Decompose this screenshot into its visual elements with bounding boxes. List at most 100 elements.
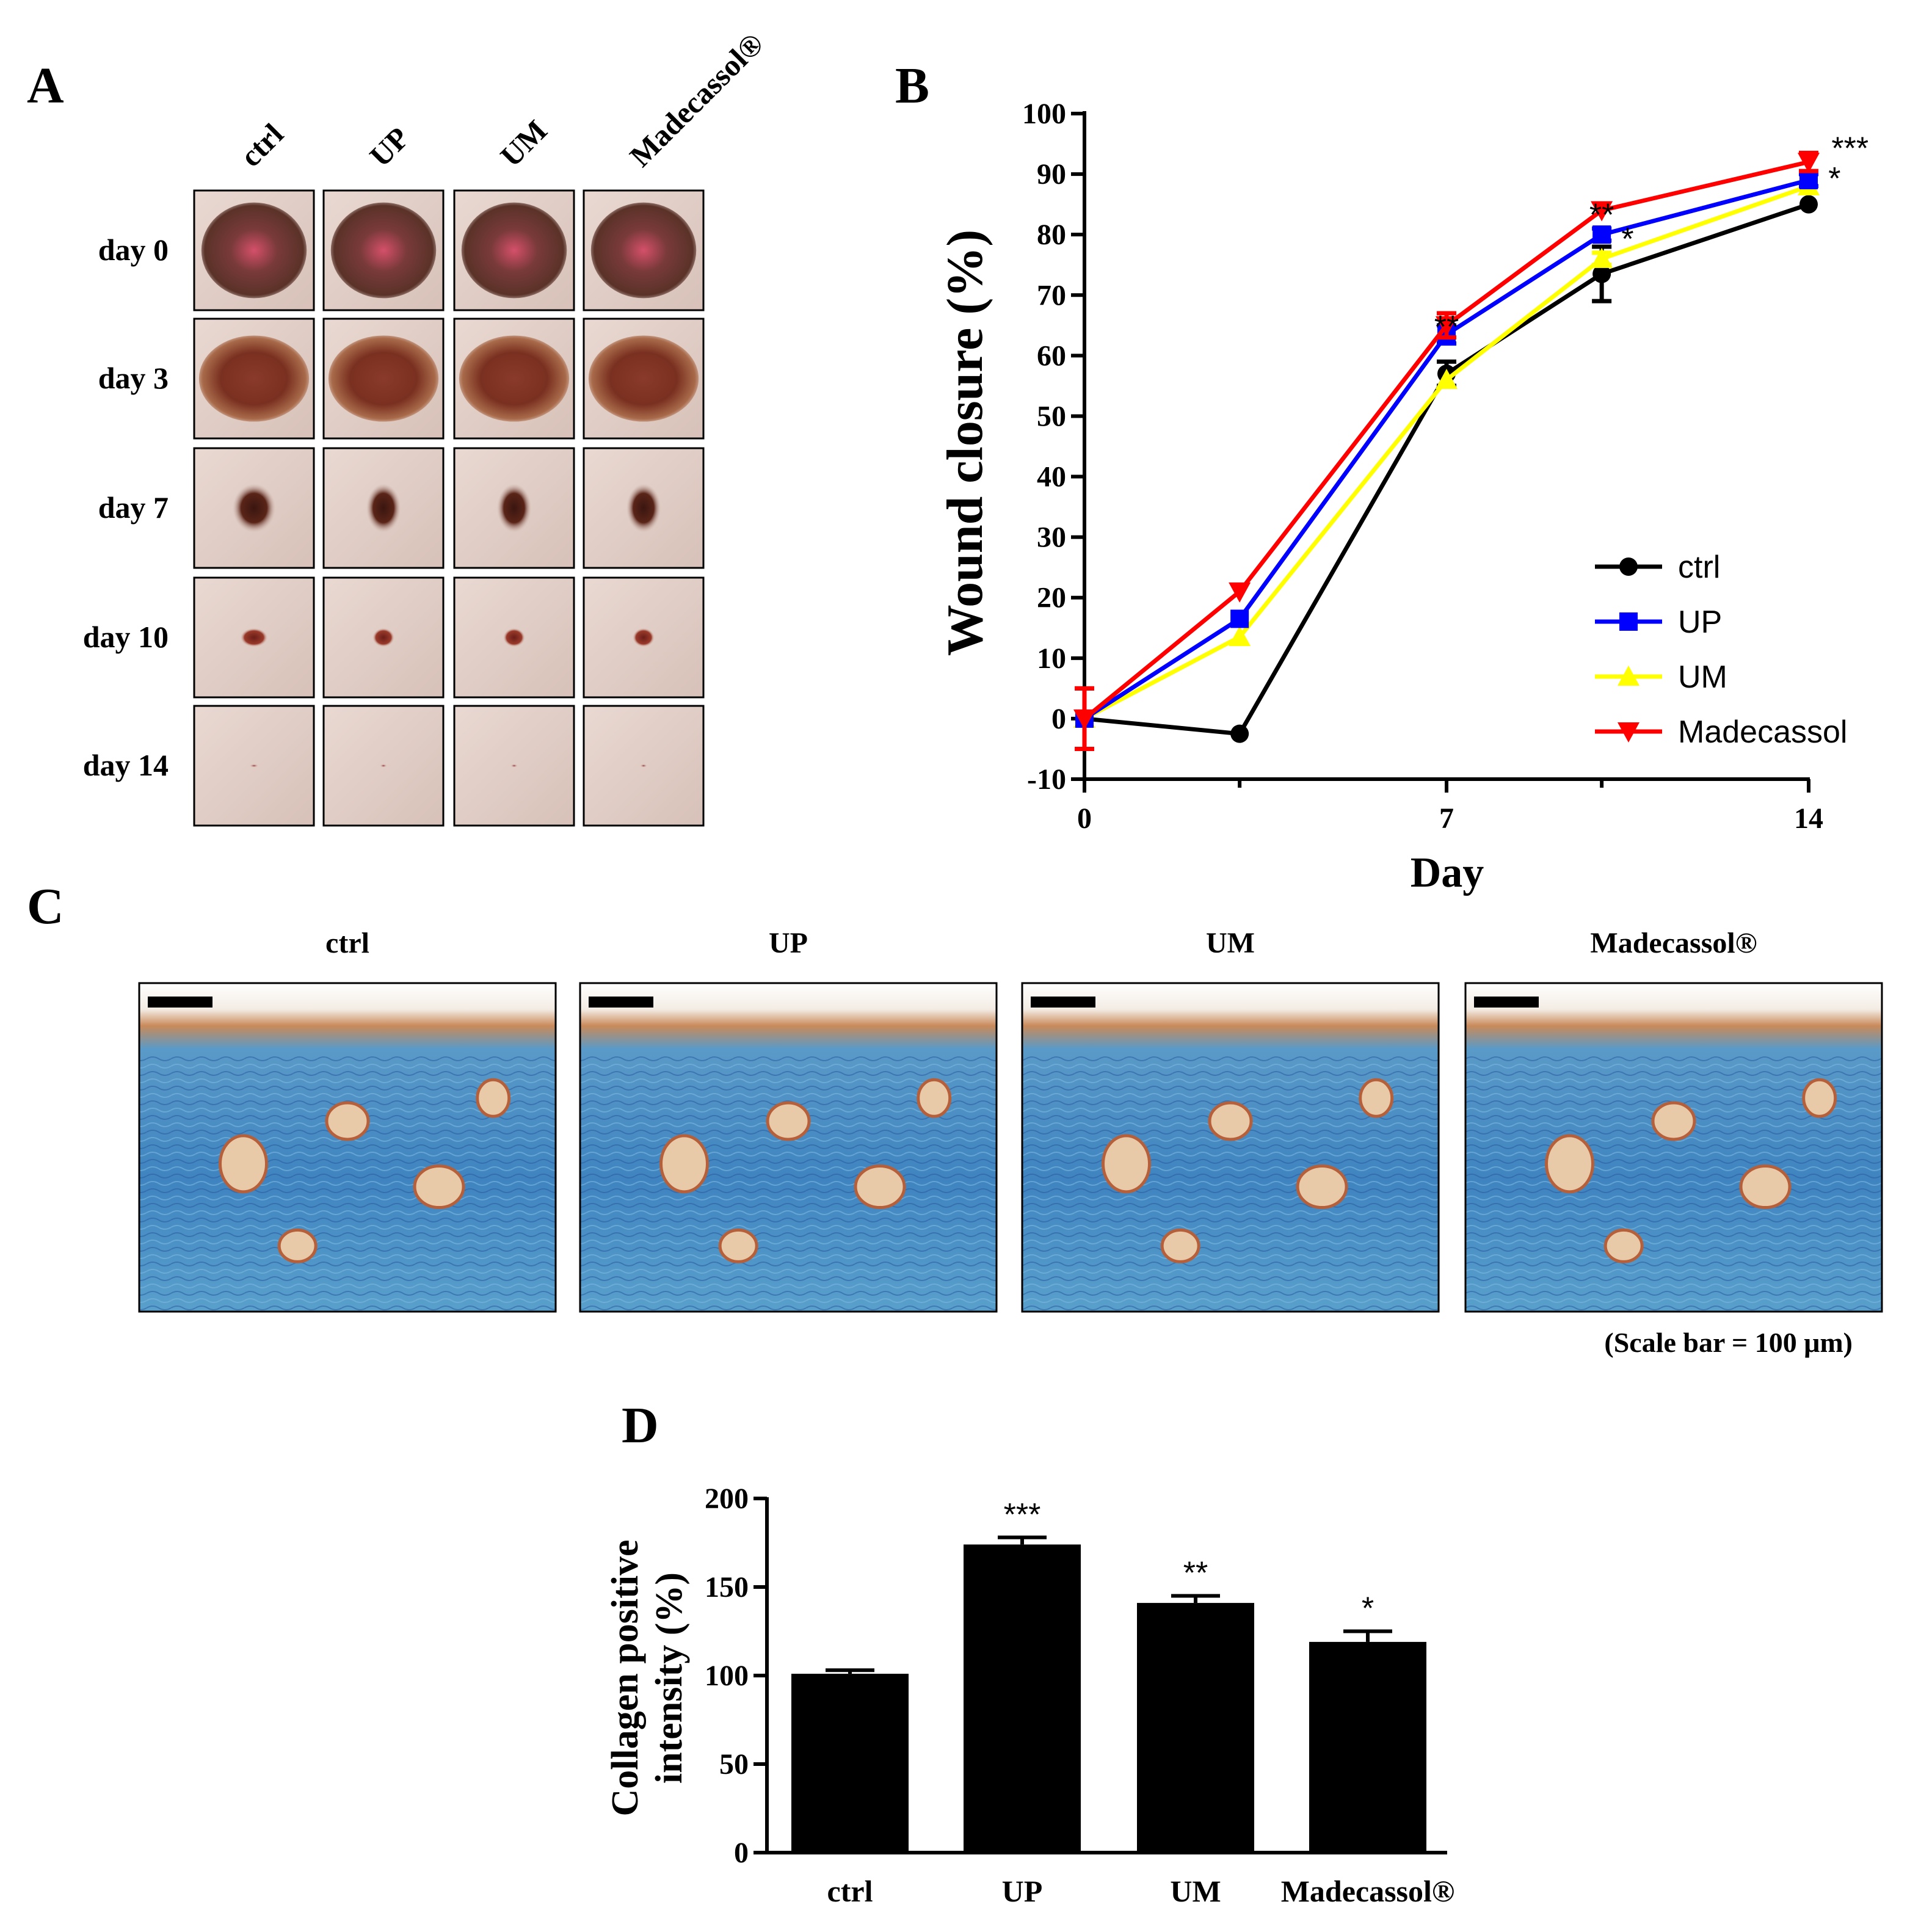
significance-mark: **: [1434, 310, 1459, 345]
wound-photo-day-10-um: [453, 576, 575, 699]
y-tick-label: 20: [1037, 582, 1066, 614]
row-label-day-14: day 14: [83, 748, 169, 782]
column-header-um: UM: [493, 113, 554, 173]
wound-photo-day-7-madecassol: [583, 447, 705, 569]
histology-title-ctrl: ctrl: [325, 927, 369, 959]
y-tick-label: 30: [1037, 521, 1066, 554]
histology-title-um: UM: [1206, 927, 1255, 959]
series-line-ctrl: [1084, 202, 1810, 736]
collagen-bar-chart: 0 50 100 150 200 ctrl *** UP ** UM * Madecassol® C…: [605, 1483, 1454, 1908]
significance-mark: *: [1362, 1591, 1374, 1627]
x-tick-label: 7: [1439, 802, 1454, 835]
legend-item-up: UP: [1595, 605, 1722, 640]
significance-mark: ***: [1004, 1497, 1041, 1533]
y-axis-label: Wound closure (%): [937, 230, 993, 656]
scale-bar-note: (Scale bar = 100 μm): [1604, 1327, 1853, 1358]
x-axis-label: Day: [1411, 849, 1484, 896]
histology-image-up: [579, 982, 998, 1313]
y-tick-label: 90: [1037, 158, 1066, 191]
y-tick-label: 50: [719, 1748, 749, 1781]
bars: ctrl *** UP ** UM * Madecassol®: [791, 1497, 1454, 1908]
data-point-up: [1592, 225, 1611, 244]
data-point-madecassol: [1073, 709, 1095, 730]
bar-ctrl: [791, 1674, 909, 1853]
wound-photo-day-3-ctrl: [193, 318, 315, 440]
column-header-up: UP: [363, 120, 416, 173]
row-label-day-7: day 7: [98, 490, 169, 525]
wound-photo-day-14-madecassol: [583, 705, 705, 827]
y-tick-label: 150: [705, 1571, 749, 1603]
histology-title-up: UP: [769, 927, 808, 959]
bar-um: [1137, 1603, 1254, 1853]
data-point-um: [1436, 369, 1458, 389]
scale-bar: [148, 997, 212, 1008]
histology-title-madecassol: Madecassol®: [1590, 927, 1757, 959]
x-tick-label: UP: [1002, 1874, 1043, 1908]
data-point-ctrl: [1592, 264, 1611, 283]
wound-photo-day-0-up: [322, 189, 445, 311]
wound-photo-day-7-um: [453, 447, 575, 569]
wound-photo-day-14-ctrl: [193, 705, 315, 827]
y-tick-label: 200: [705, 1483, 749, 1515]
legend-marker: [1619, 612, 1638, 631]
y-tick-label: -10: [1027, 763, 1066, 796]
row-label-day-0: day 0: [98, 233, 169, 267]
legend-marker: [1619, 557, 1638, 576]
y-tick-label: 60: [1037, 340, 1066, 372]
y-tick-label: 40: [1037, 461, 1066, 493]
legend-label: ctrl: [1678, 550, 1720, 585]
legend-marker: [1618, 666, 1639, 686]
y-tick-label: 100: [1022, 98, 1066, 130]
panel-A-wound-photos: ctrl UP UM Madecassol® day 0 day 3 day 7 day 10…: [83, 26, 770, 827]
significance-mark: ***: [1831, 131, 1868, 167]
data-point-madecassol: [1436, 316, 1458, 336]
y-axis-label-line-1: Collagen positive: [605, 1540, 646, 1817]
legend-item-madecassol: Madecassol: [1595, 714, 1847, 750]
wound-photo-day-10-ctrl: [193, 576, 315, 699]
series-madecassol: [1073, 150, 1820, 751]
scale-bar: [1031, 997, 1095, 1008]
data-point-um: [1229, 626, 1251, 647]
legend-item-ctrl: ctrl: [1595, 550, 1720, 585]
panel-C-histology: ctrl UP UM Madecassol®: [138, 927, 1883, 1313]
legend-label: UP: [1678, 605, 1722, 640]
legend: ctrl UP UM Madecassol: [1595, 550, 1847, 750]
significance-mark: *: [1621, 222, 1633, 257]
scale-bar: [1474, 997, 1539, 1008]
histology-image-um: [1021, 982, 1440, 1313]
panel-D-label: D: [622, 1397, 659, 1454]
data-point-ctrl: [1799, 195, 1818, 214]
histology-image-madecassol: [1464, 982, 1883, 1313]
y-tick-label: 50: [1037, 400, 1066, 432]
wound-photo-day-14-up: [322, 705, 445, 827]
data-point-madecassol: [1591, 201, 1613, 222]
y-tick-label: 0: [734, 1837, 749, 1869]
y-tick-label: 0: [1051, 703, 1066, 735]
scale-bar: [589, 997, 653, 1008]
legend-marker: [1618, 722, 1639, 743]
bar-madecassol: [1309, 1641, 1426, 1853]
data-point-um: [1591, 247, 1613, 268]
wound-photo-day-0-ctrl: [193, 189, 315, 311]
series-um: [1073, 175, 1820, 728]
data-point-madecassol: [1798, 153, 1820, 173]
series-group: [1073, 150, 1820, 751]
significance-mark: **: [1183, 1556, 1208, 1591]
row-label-day-3: day 3: [98, 361, 169, 395]
y-tick-label: 70: [1037, 279, 1066, 311]
bar-up: [964, 1544, 1081, 1853]
data-point-up: [1799, 171, 1818, 189]
y-axis-label-line-2: intensity (%): [648, 1572, 690, 1784]
data-point-up: [1230, 609, 1249, 628]
significance-annotations: *********: [1434, 131, 1868, 345]
x-tick-label: 14: [1794, 802, 1823, 835]
x-tick-label: UM: [1170, 1874, 1221, 1908]
data-point-ctrl: [1230, 724, 1249, 743]
legend-item-um: UM: [1595, 659, 1727, 695]
y-tick-label: 80: [1037, 219, 1066, 251]
panel-A-label: A: [27, 57, 64, 114]
x-tick-label: Madecassol®: [1281, 1874, 1455, 1908]
significance-mark: **: [1589, 198, 1614, 233]
significance-mark: *: [1828, 161, 1840, 197]
